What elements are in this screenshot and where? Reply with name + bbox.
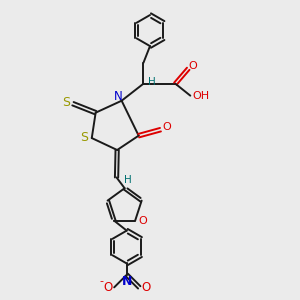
Text: S: S: [62, 96, 70, 109]
Text: H: H: [124, 176, 132, 185]
Text: S: S: [80, 131, 88, 144]
Text: H: H: [148, 76, 156, 87]
Text: O: O: [162, 122, 171, 132]
Text: OH: OH: [192, 91, 209, 101]
Text: -: -: [99, 276, 103, 286]
Text: O: O: [141, 281, 150, 295]
Text: O: O: [138, 216, 147, 226]
Text: N: N: [122, 275, 132, 288]
Text: O: O: [188, 61, 197, 71]
Text: N: N: [114, 90, 122, 103]
Text: O: O: [103, 281, 112, 295]
